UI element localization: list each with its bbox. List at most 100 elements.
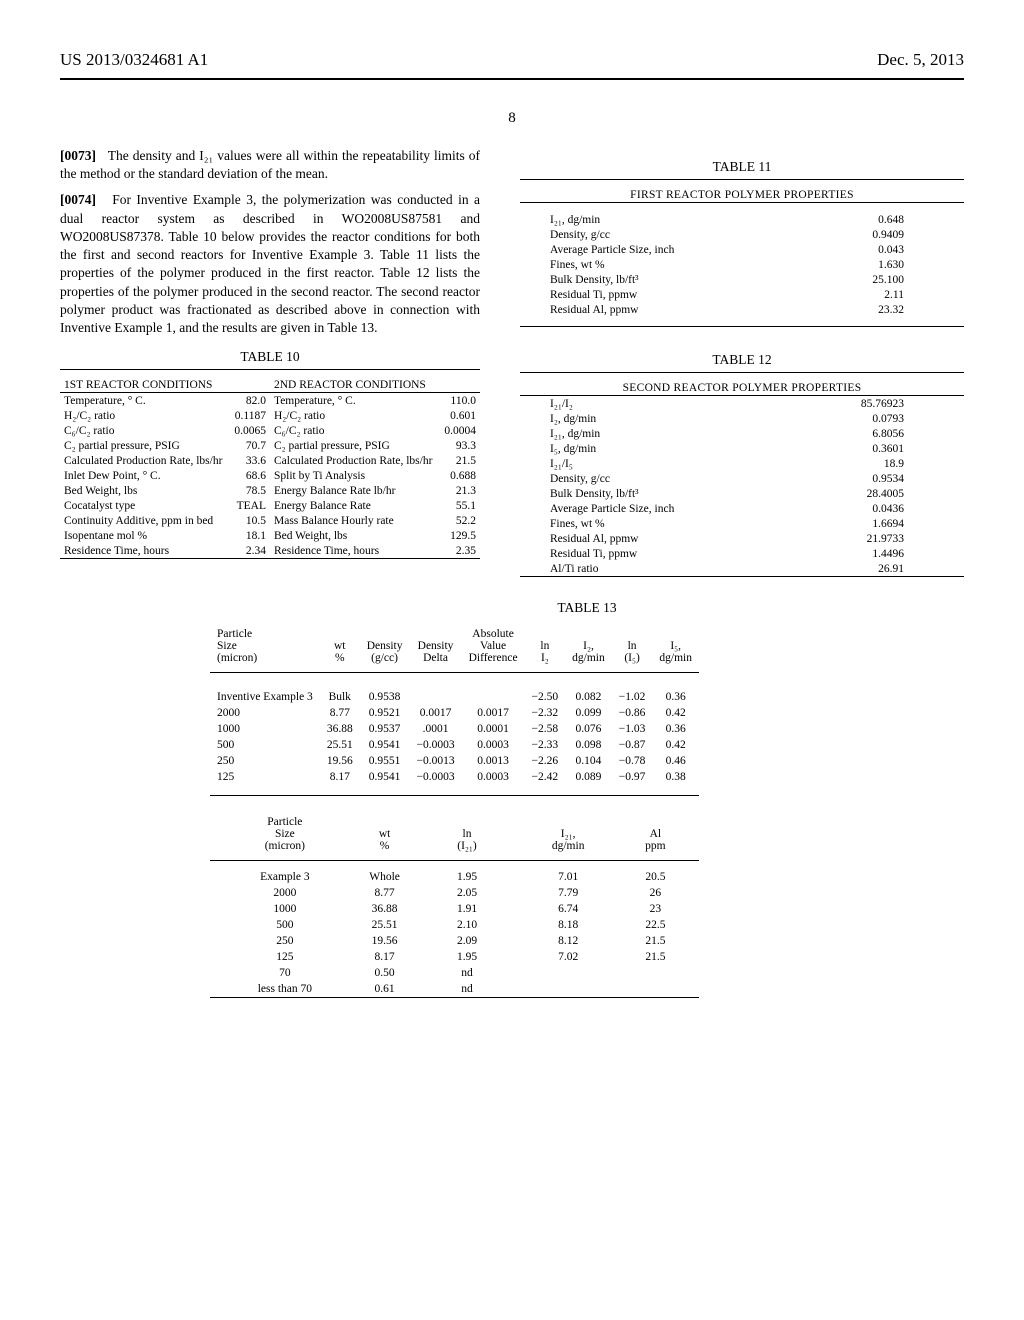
cell: 125 — [210, 769, 320, 785]
table-row: 100036.880.9537.00010.0001−2.580.076−1.0… — [210, 721, 699, 737]
table-row: 1258.170.9541−0.00030.0003−2.420.089−0.9… — [210, 769, 699, 785]
cell: 21.5 — [612, 949, 699, 965]
table10: 1ST REACTOR CONDITIONS 2ND REACTOR CONDI… — [60, 369, 480, 562]
cell: 21.5 — [612, 933, 699, 949]
cell: 0.098 — [565, 737, 612, 753]
t10-c2: TEAL — [230, 498, 270, 513]
paragraph-73: [0073] The density and I₂₁ values were a… — [60, 147, 480, 183]
table-row: Fines, wt %1.630 — [520, 257, 964, 272]
t10-c3: Mass Balance Hourly rate — [270, 513, 440, 528]
table-row: 25019.560.9551−0.00130.0013−2.260.104−0.… — [210, 753, 699, 769]
cell: 2.09 — [409, 933, 524, 949]
cell: 0.36 — [652, 721, 699, 737]
table-row: Residual Ti, ppmw2.11 — [520, 287, 964, 302]
cell: −0.0003 — [409, 737, 461, 753]
t10-c3: Calculated Production Rate, lbs/hr — [270, 453, 440, 468]
table13-header-top: ParticleSize(micron)wt%Density(g/cc)Dens… — [210, 620, 699, 673]
cell — [409, 681, 461, 705]
t10-c3: Bed Weight, lbs — [270, 528, 440, 543]
t10-c3: C₂ partial pressure, PSIG — [270, 438, 440, 453]
cell: 2.05 — [409, 885, 524, 901]
t10-c3: Residence Time, hours — [270, 543, 440, 559]
t12-val: 1.4496 — [785, 546, 964, 561]
cell: 8.77 — [320, 705, 360, 721]
table-row: H₂/C₂ ratio0.1187H₂/C₂ ratio0.601 — [60, 408, 480, 423]
cell: nd — [409, 981, 524, 998]
table-row: Residence Time, hours2.34Residence Time,… — [60, 543, 480, 559]
cell: 1.91 — [409, 901, 524, 917]
table-row: Residual Al, ppmw23.32 — [520, 302, 964, 317]
table13-wrap: TABLE 13 ParticleSize(micron)wt%Density(… — [210, 600, 964, 1002]
table-row: Inventive Example 3Bulk0.9538−2.500.082−… — [210, 681, 699, 705]
cell: 1000 — [210, 901, 360, 917]
cell: 25.51 — [360, 917, 410, 933]
t12-val: 1.6694 — [785, 516, 964, 531]
cell: 25.51 — [320, 737, 360, 753]
table13-top: ParticleSize(micron)wt%Density(g/cc)Dens… — [210, 620, 699, 1002]
cell: Inventive Example 3 — [210, 681, 320, 705]
doc-number: US 2013/0324681 A1 — [60, 50, 208, 70]
t10-c1: Continuity Additive, ppm in bed — [60, 513, 230, 528]
t10-c1: Temperature, ° C. — [60, 393, 230, 409]
t10-c2: 78.5 — [230, 483, 270, 498]
cell: .0001 — [409, 721, 461, 737]
table-row: Average Particle Size, inch0.043 — [520, 242, 964, 257]
t12-val: 0.0436 — [785, 501, 964, 516]
table-row: 700.50nd — [210, 965, 699, 981]
table-row: 20008.770.95210.00170.0017−2.320.099−0.8… — [210, 705, 699, 721]
cell: 500 — [210, 917, 360, 933]
t10-c3: Energy Balance Rate — [270, 498, 440, 513]
para-num-74: [0074] — [60, 192, 96, 207]
table-row: Example 3Whole1.957.0120.5 — [210, 861, 699, 886]
t10-c4: 0.601 — [440, 408, 480, 423]
cell: −2.32 — [525, 705, 566, 721]
cell: Example 3 — [210, 861, 360, 886]
col-head: wt% — [360, 806, 410, 861]
cell: 0.42 — [652, 737, 699, 753]
cell: −0.78 — [612, 753, 653, 769]
t11-val: 1.630 — [797, 257, 964, 272]
cell: −0.87 — [612, 737, 653, 753]
t10-c1: Calculated Production Rate, lbs/hr — [60, 453, 230, 468]
cell: 2000 — [210, 885, 360, 901]
table12-caption: TABLE 12 — [520, 352, 964, 368]
cell: −2.42 — [525, 769, 566, 785]
t11-label: Residual Al, ppmw — [520, 302, 797, 317]
t12-val: 0.9534 — [785, 471, 964, 486]
cell: 0.089 — [565, 769, 612, 785]
t10-c1: Bed Weight, lbs — [60, 483, 230, 498]
t10-c3: Split by Ti Analysis — [270, 468, 440, 483]
cell: Whole — [360, 861, 410, 886]
two-column-layout: [0073] The density and I₂₁ values were a… — [60, 147, 964, 580]
left-column: [0073] The density and I₂₁ values were a… — [60, 147, 480, 580]
table13-caption: TABLE 13 — [210, 600, 964, 616]
col-head: ln(I₅) — [612, 620, 653, 673]
table-row: Average Particle Size, inch0.0436 — [520, 501, 964, 516]
t10-c4: 110.0 — [440, 393, 480, 409]
table-row: 25019.562.098.1221.5 — [210, 933, 699, 949]
t12-label: Residual Al, ppmw — [520, 531, 785, 546]
table-row: Density, g/cc0.9534 — [520, 471, 964, 486]
cell — [525, 981, 612, 998]
cell: 8.18 — [525, 917, 612, 933]
t10-c1: Inlet Dew Point, ° C. — [60, 468, 230, 483]
t12-label: Density, g/cc — [520, 471, 785, 486]
cell: −0.97 — [612, 769, 653, 785]
t10-c4: 21.3 — [440, 483, 480, 498]
cell: 0.9521 — [360, 705, 410, 721]
table-row: Al/Ti ratio26.91 — [520, 561, 964, 577]
cell: 0.46 — [652, 753, 699, 769]
cell: −2.50 — [525, 681, 566, 705]
t12-val: 0.0793 — [785, 411, 964, 426]
cell: 19.56 — [360, 933, 410, 949]
t10-c2: 0.1187 — [230, 408, 270, 423]
t10-c1: H₂/C₂ ratio — [60, 408, 230, 423]
table-row: Residual Ti, ppmw1.4496 — [520, 546, 964, 561]
t10-c4: 55.1 — [440, 498, 480, 513]
cell — [525, 965, 612, 981]
table-row: Fines, wt %1.6694 — [520, 516, 964, 531]
cell: 36.88 — [320, 721, 360, 737]
table-row: Bulk Density, lb/ft³25.100 — [520, 272, 964, 287]
cell: 0.082 — [565, 681, 612, 705]
cell: 20.5 — [612, 861, 699, 886]
